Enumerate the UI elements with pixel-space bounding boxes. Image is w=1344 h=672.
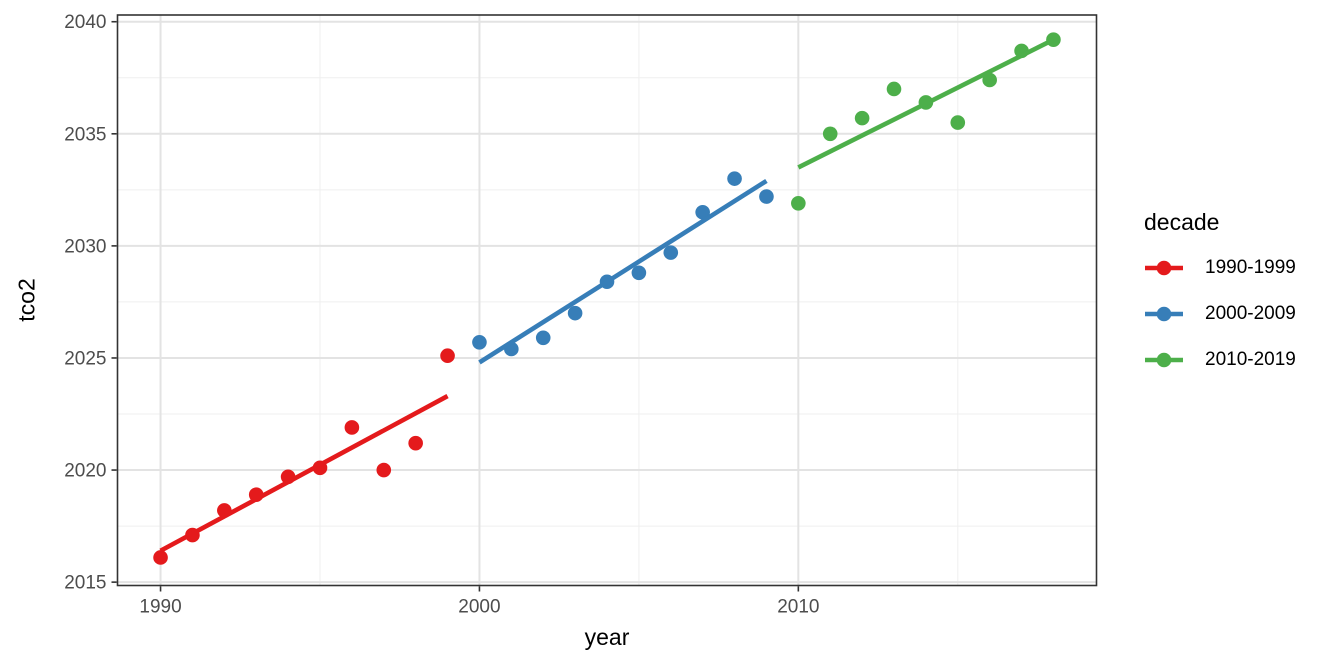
data-point [791,195,806,211]
legend-key-line-point-icon [1145,352,1183,368]
y-axis-tick-label: 2040 [64,12,106,33]
legend-item-label: 2010-2019 [1205,349,1296,370]
y-axis-tick-label: 2020 [64,461,106,482]
data-point [631,265,647,281]
legend-item-1990-1999: 1990-1999 [1144,254,1296,282]
legend-key-line-point-icon [1145,260,1183,276]
trend-line [159,394,449,553]
x-axis-tick-label: 2010 [777,597,819,618]
y-axis-tick-label: 2035 [64,124,106,145]
data-point [822,126,838,142]
data-point [695,204,710,220]
data-point [344,420,360,435]
data-point [982,72,997,88]
data-point [440,348,455,364]
data-point [567,305,583,321]
legend-key-line-point-icon [1145,306,1183,322]
trend-line [797,37,1055,170]
data-point [950,115,966,130]
data-point [759,189,774,204]
legend-item-label: 2000-2009 [1205,303,1296,324]
y-axis-tick-label: 2030 [64,236,106,257]
y-axis-title: tco2 [13,278,40,322]
data-point [854,110,870,126]
legend-item-label: 1990-1999 [1205,257,1296,278]
y-axis-tick-label: 2015 [64,573,106,594]
x-axis-tick-label: 1990 [139,597,181,618]
data-point [153,550,168,565]
legend-item-2000-2009: 2000-2009 [1144,300,1296,328]
data-point [727,171,742,186]
data-point [535,330,551,346]
data-point [886,81,902,97]
data-point [376,462,392,478]
legend-item-2010-2019: 2010-2019 [1144,346,1296,374]
data-point [663,245,679,260]
legend: decade 1990-1999 2000-2009 2010-2019 [1144,209,1296,374]
x-axis-tick-label: 2000 [458,597,500,618]
x-axis-title: year [584,624,630,650]
data-point [472,334,487,350]
legend-title: decade [1144,209,1220,235]
trend-line [478,178,768,365]
panel-border [116,14,1098,587]
y-axis-tick-label: 2025 [64,348,106,369]
data-point [408,435,423,451]
plot-panel [117,15,1097,586]
